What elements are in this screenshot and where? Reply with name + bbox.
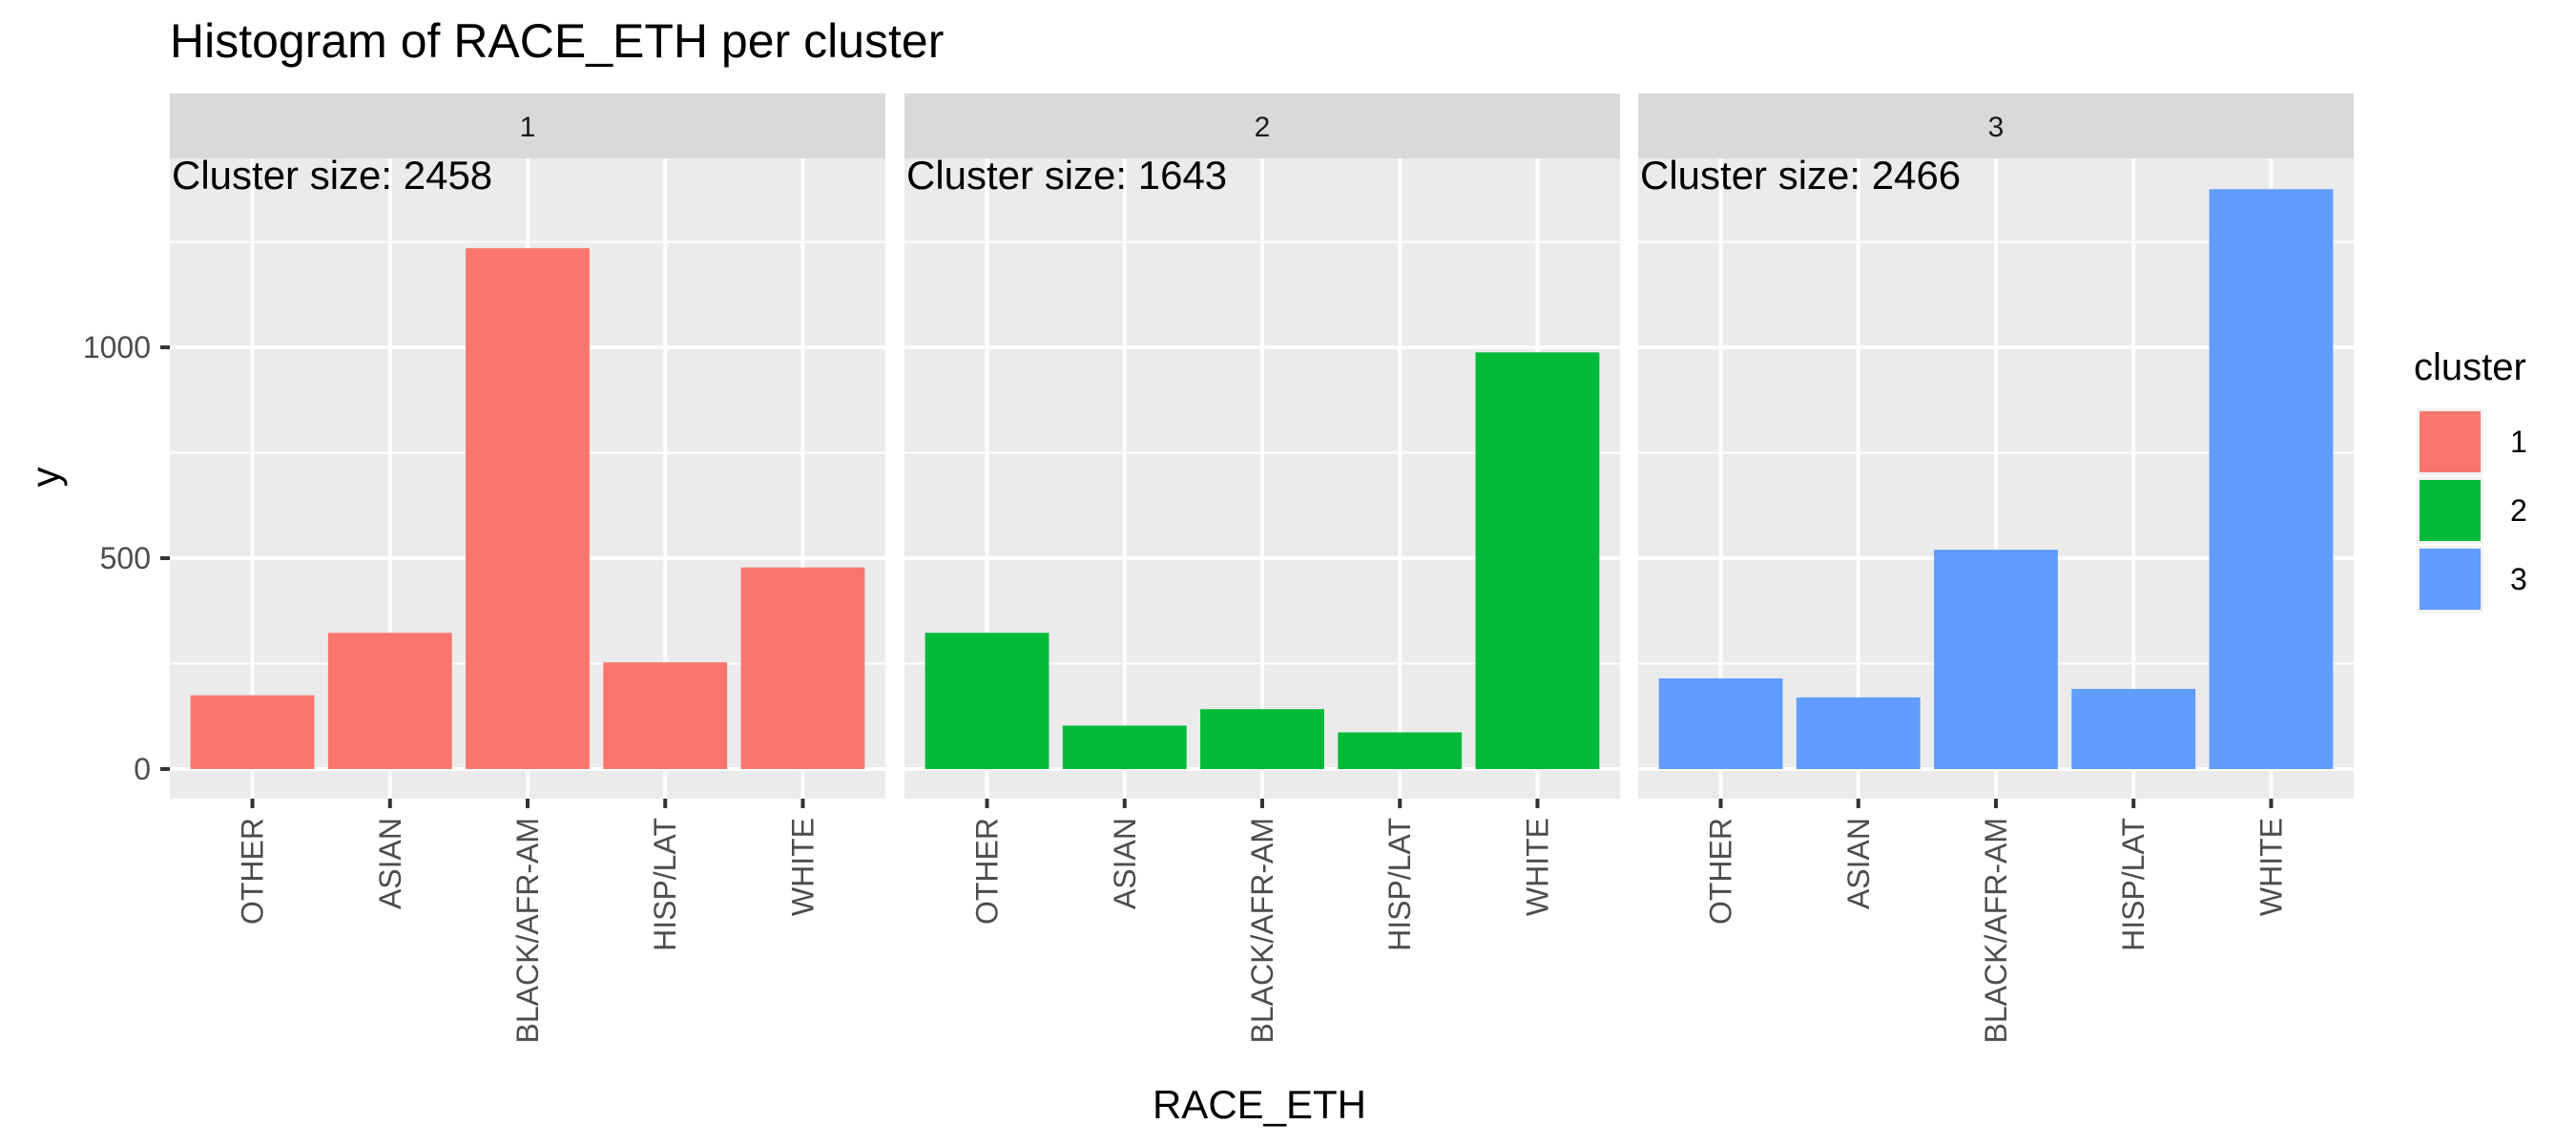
y-axis-title: y	[23, 468, 68, 488]
bar-white-cluster-2	[1475, 352, 1600, 769]
legend-swatch-2	[2420, 480, 2481, 541]
x-tick-label: HISP/LAT	[1382, 818, 1417, 951]
x-tick-label: OTHER	[236, 818, 270, 925]
bar-asian-cluster-3	[1796, 697, 1921, 769]
facet-strip-label: 1	[520, 112, 536, 143]
bar-asian-cluster-1	[327, 633, 452, 769]
x-tick-label: OTHER	[1704, 818, 1738, 925]
x-tick-label: WHITE	[785, 818, 820, 916]
bar-asian-cluster-2	[1062, 725, 1187, 769]
facet-strip	[1638, 94, 2354, 158]
y-tick-label: 1000	[83, 330, 151, 364]
facet-panels: 1 Cluster size: 2458 OTHER ASIAN BLACK/AFR-A…	[170, 94, 2354, 1043]
x-tick-label: BLACK/AFR-AM	[510, 818, 545, 1043]
bar-hisp-lat-cluster-1	[603, 662, 728, 769]
x-tick-label: WHITE	[1520, 818, 1554, 916]
x-tick-label: HISP/LAT	[648, 818, 682, 951]
legend-title: cluster	[2414, 346, 2526, 388]
facet-strip	[170, 94, 885, 158]
legend: cluster 1 2 3	[2414, 346, 2527, 613]
bar-other-cluster-3	[1658, 677, 1783, 769]
x-tick-label: OTHER	[970, 818, 1005, 925]
x-tick-label: ASIAN	[1841, 818, 1876, 909]
x-tick-label: WHITE	[2254, 818, 2288, 916]
cluster-size-annotation: Cluster size: 2458	[172, 153, 492, 198]
x-tick-label: ASIAN	[373, 818, 407, 909]
bar-black-afr-am-cluster-3	[1934, 550, 2058, 769]
x-tick-label: ASIAN	[1108, 818, 1142, 909]
legend-label-1: 1	[2510, 425, 2527, 459]
bar-white-cluster-1	[740, 567, 865, 769]
legend-label-3: 3	[2510, 562, 2527, 596]
x-tick-label: BLACK/AFR-AM	[1979, 818, 2013, 1043]
legend-swatch-1	[2420, 411, 2481, 472]
y-tick-label: 500	[100, 541, 151, 575]
x-tick-label: BLACK/AFR-AM	[1245, 818, 1279, 1043]
bar-white-cluster-3	[2209, 189, 2334, 769]
facet-panel-1: 1 Cluster size: 2458 OTHER ASIAN BLACK/AFR-A…	[170, 94, 885, 1043]
legend-label-2: 2	[2510, 493, 2527, 528]
cluster-size-annotation: Cluster size: 1643	[906, 153, 1227, 198]
y-tick-label: 0	[134, 752, 151, 786]
bar-hisp-lat-cluster-3	[2071, 689, 2196, 769]
chart-title: Histogram of RACE_ETH per cluster	[170, 14, 944, 68]
bar-black-afr-am-cluster-1	[466, 248, 590, 769]
facet-panel-3: 3 Cluster size: 2466 OTHER ASIAN BLACK/AFR-A…	[1638, 94, 2354, 1043]
facet-strip	[904, 94, 1620, 158]
bar-other-cluster-2	[924, 633, 1049, 769]
bar-black-afr-am-cluster-2	[1200, 709, 1324, 769]
cluster-size-annotation: Cluster size: 2466	[1640, 153, 1961, 198]
facet-strip-label: 3	[1988, 112, 2005, 143]
bar-hisp-lat-cluster-2	[1338, 732, 1463, 769]
legend-swatch-3	[2420, 549, 2481, 610]
y-axis: 0 500 1000	[83, 330, 170, 786]
facet-panel-2: 2 Cluster size: 1643 OTHER ASIAN BLACK/AFR-A…	[904, 94, 1620, 1043]
x-tick-label: HISP/LAT	[2116, 818, 2150, 951]
bar-other-cluster-1	[190, 695, 315, 769]
facet-strip-label: 2	[1255, 112, 1271, 143]
x-axis-title: RACE_ETH	[1153, 1082, 1366, 1127]
